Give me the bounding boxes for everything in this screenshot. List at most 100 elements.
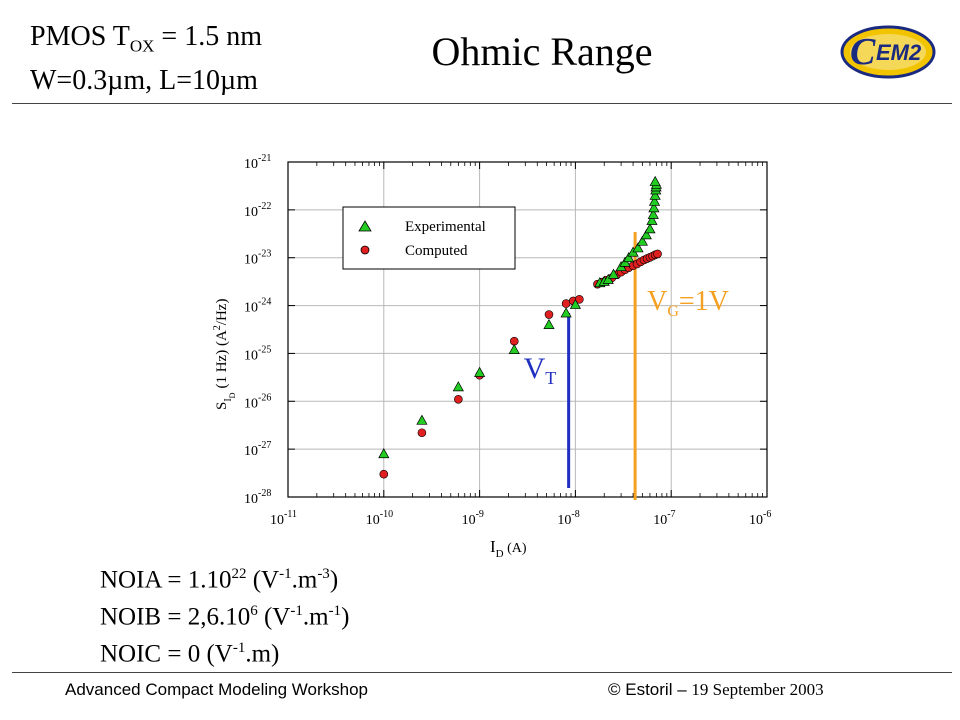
- y-tick-label: 10-28: [244, 488, 271, 507]
- computed-point: [454, 395, 463, 404]
- experimental-point: [602, 273, 614, 284]
- tick-base: 10: [244, 396, 258, 411]
- param-noib: NOIB = 2,6.106 (V-1.m-1): [100, 603, 349, 631]
- param-unit: (V: [257, 603, 291, 631]
- x-tick-label: 10-9: [462, 509, 484, 528]
- footer-workshop: Advanced Compact Modeling Workshop: [65, 680, 369, 699]
- y-axis-label-unit: (1 Hz) (A: [214, 330, 230, 388]
- legend-triangle-icon: [358, 220, 372, 232]
- legend: Experimental Computed: [342, 206, 516, 270]
- param-label: NOIA = 1.10: [100, 566, 232, 594]
- experimental-point: [623, 251, 635, 263]
- tick-base: 10: [244, 205, 258, 220]
- experimental-point: [378, 448, 390, 459]
- tick-base: 10: [244, 157, 258, 172]
- x-axis-label: ID (A): [490, 537, 527, 560]
- tick-base: 10: [244, 348, 258, 363]
- tick-base: 10: [244, 492, 258, 507]
- experimental-point: [648, 202, 660, 213]
- param-noic: NOIC = 0 (V-1.m): [100, 640, 279, 668]
- tick-base: 10: [244, 301, 258, 316]
- x-tick-labels: 10-11 10-10 10-9 10-8 10-7 10-6: [270, 509, 771, 528]
- y-tick-label: 10-23: [244, 249, 271, 268]
- y-axis-label-tail: /Hz): [214, 299, 230, 326]
- experimental-point: [646, 214, 658, 225]
- x-tick-label: 10-10: [366, 509, 393, 528]
- computed-point: [653, 249, 662, 259]
- device-prefix: PMOS T: [30, 21, 130, 52]
- param-label: NOIC = 0 (V: [100, 640, 233, 668]
- param-noia: NOIA = 1.1022 (V-1.m-3): [100, 566, 338, 594]
- tick-exponent: -28: [258, 488, 271, 499]
- vg-label: VG=1V: [647, 286, 729, 320]
- param-close: ): [329, 566, 339, 594]
- y-tick-label: 10-22: [244, 201, 271, 220]
- tick-base: 10: [366, 513, 380, 528]
- param-unit-exp: -1: [328, 603, 342, 619]
- param-exp: 22: [231, 566, 247, 582]
- experimental-point: [474, 366, 486, 377]
- experimental-point: [649, 189, 661, 200]
- tick-base: 10: [462, 513, 476, 528]
- experimental-point: [647, 208, 659, 219]
- computed-point: [379, 469, 389, 479]
- param-unit: .m): [245, 640, 280, 668]
- y-axis-label-subsub: D: [228, 392, 237, 398]
- tick-base: 10: [653, 513, 667, 528]
- x-tick-label: 10-6: [749, 509, 771, 528]
- cem2-logo-icon: C EM2: [840, 25, 936, 79]
- vt-label-sub: T: [545, 368, 556, 388]
- tick-exponent: -24: [258, 297, 271, 308]
- y-axis-label: SID (1 Hz) (A2/Hz): [212, 299, 237, 410]
- param-close: ): [341, 603, 350, 631]
- vg-label-suffix: =1V: [679, 286, 729, 317]
- tick-exponent: -27: [258, 440, 271, 451]
- x-axis-label-sub: D: [496, 548, 504, 560]
- tick-base: 10: [557, 513, 571, 528]
- logo-text: EM2: [876, 40, 922, 65]
- footer-venue: © Estoril – 19 September 2003: [608, 680, 824, 700]
- device-sub: OX: [129, 36, 155, 56]
- experimental-point: [508, 343, 520, 354]
- param-unit: .m: [302, 603, 329, 631]
- device-line: PMOS TOX = 1.5 nm: [30, 20, 262, 64]
- experimental-point: [416, 414, 428, 425]
- experimental-point: [644, 223, 656, 234]
- experimental-point: [543, 318, 555, 329]
- legend-circle-icon: [360, 245, 370, 255]
- y-axis-label-main: S: [214, 402, 230, 410]
- tick-exponent: -21: [258, 153, 271, 164]
- footer-venue-place: © Estoril –: [608, 680, 692, 699]
- experimental-point: [569, 298, 581, 309]
- param-unit: (V: [246, 566, 280, 594]
- experimental-point: [452, 381, 464, 392]
- device-suffix: = 1.5 nm: [154, 21, 262, 52]
- vt-label-main: V: [524, 352, 546, 385]
- top-divider: [12, 103, 952, 104]
- device-description: PMOS TOX = 1.5 nm W=0.3µm, L=10µm: [30, 20, 262, 98]
- legend-computed: Computed: [405, 243, 468, 259]
- legend-box: [342, 206, 516, 270]
- param-unit-exp: -1: [290, 603, 303, 619]
- y-tick-label: 10-27: [244, 440, 271, 459]
- tick-exponent: -10: [380, 509, 393, 520]
- vg-label-main: V: [647, 286, 667, 317]
- tick-exponent: -9: [476, 509, 484, 520]
- tick-exponent: -25: [258, 344, 271, 355]
- tick-exponent: -8: [571, 509, 579, 520]
- tick-exponent: -7: [667, 509, 675, 520]
- tick-base: 10: [244, 444, 258, 459]
- x-tick-label: 10-8: [557, 509, 579, 528]
- legend-experimental: Experimental: [405, 219, 486, 235]
- param-label: NOIB = 2,6.10: [100, 603, 251, 631]
- experimental-point: [632, 242, 644, 253]
- experimental-point: [560, 307, 572, 318]
- computed-point: [544, 310, 554, 319]
- experimental-point: [648, 195, 661, 206]
- y-axis-label-sup: 2: [212, 325, 223, 330]
- bottom-divider: [12, 672, 952, 673]
- tick-exponent: -23: [258, 249, 271, 260]
- tick-base: 10: [270, 513, 284, 528]
